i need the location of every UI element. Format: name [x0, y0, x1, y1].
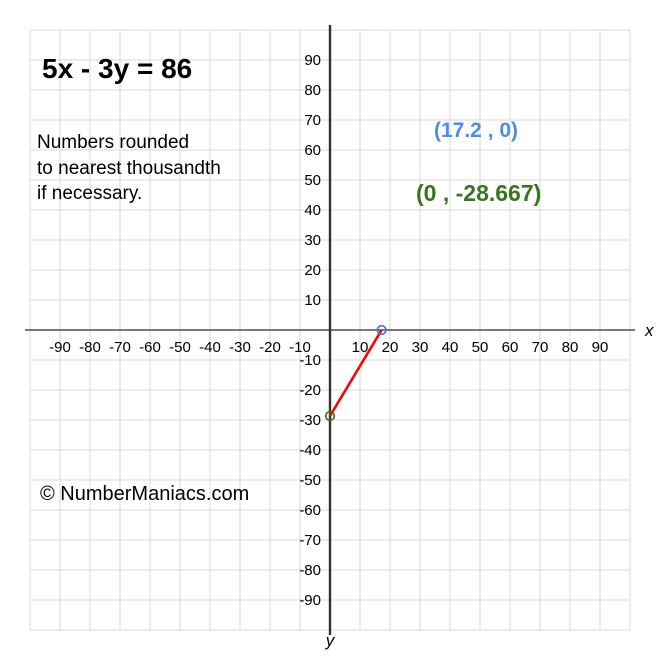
svg-text:-30: -30: [299, 412, 321, 429]
svg-text:80: 80: [304, 82, 321, 99]
svg-text:y: y: [325, 631, 336, 650]
svg-text:-80: -80: [299, 562, 321, 579]
svg-text:-20: -20: [259, 339, 281, 356]
svg-text:10: 10: [304, 292, 321, 309]
svg-text:x: x: [644, 321, 654, 340]
svg-text:-60: -60: [139, 339, 161, 356]
svg-text:80: 80: [562, 339, 579, 356]
svg-text:-20: -20: [299, 382, 321, 399]
svg-text:-70: -70: [299, 532, 321, 549]
svg-text:-40: -40: [199, 339, 221, 356]
svg-text:-70: -70: [109, 339, 131, 356]
svg-text:60: 60: [502, 339, 519, 356]
svg-text:20: 20: [304, 262, 321, 279]
svg-text:-80: -80: [79, 339, 101, 356]
svg-text:70: 70: [304, 112, 321, 129]
svg-text:-40: -40: [299, 442, 321, 459]
svg-text:-60: -60: [299, 502, 321, 519]
svg-text:-10: -10: [299, 352, 321, 369]
svg-text:20: 20: [382, 339, 399, 356]
svg-text:-30: -30: [229, 339, 251, 356]
svg-text:-90: -90: [299, 592, 321, 609]
svg-text:70: 70: [532, 339, 549, 356]
svg-text:10: 10: [352, 339, 369, 356]
svg-text:30: 30: [412, 339, 429, 356]
svg-text:-50: -50: [169, 339, 191, 356]
svg-text:50: 50: [304, 172, 321, 189]
svg-text:-50: -50: [299, 472, 321, 489]
svg-text:-90: -90: [49, 339, 71, 356]
svg-text:40: 40: [442, 339, 459, 356]
svg-text:60: 60: [304, 142, 321, 159]
svg-text:50: 50: [472, 339, 489, 356]
svg-text:90: 90: [592, 339, 609, 356]
svg-text:40: 40: [304, 202, 321, 219]
svg-text:90: 90: [304, 52, 321, 69]
svg-text:30: 30: [304, 232, 321, 249]
